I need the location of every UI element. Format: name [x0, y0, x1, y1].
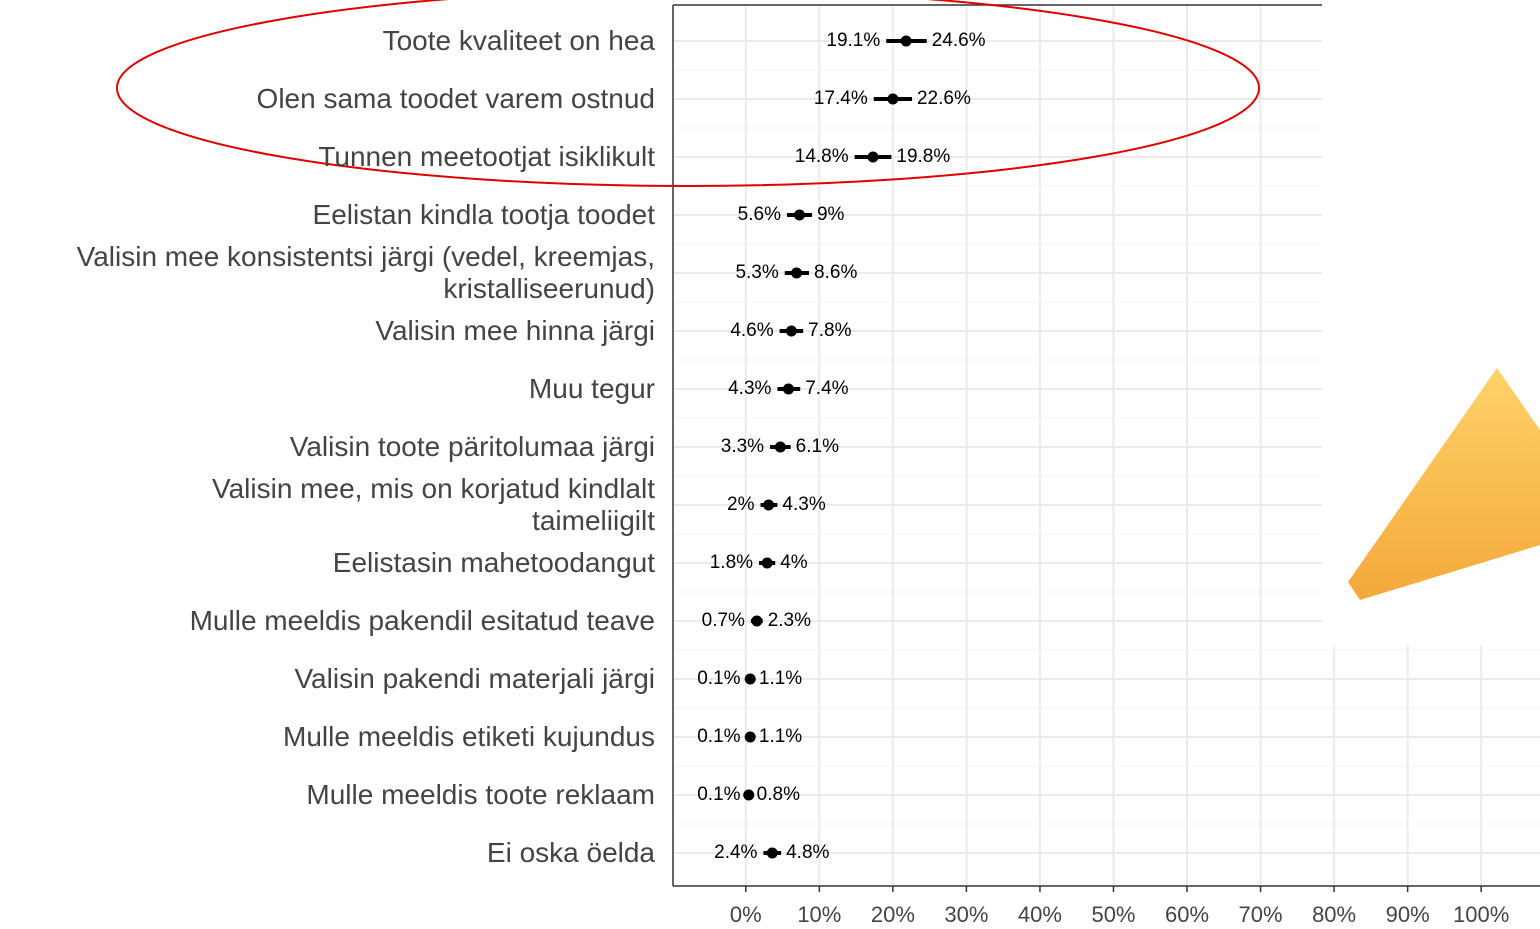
estimate-point	[868, 152, 879, 163]
chart: 0% 10% 20% 30% 40% 50% 60% 70% 80% 90% 100% 19.1% 2…	[0, 0, 1540, 929]
y-tick-label: Tunnen meetootjat isiklikult	[318, 141, 655, 173]
upper-label: 8.6%	[814, 262, 857, 283]
y-tick-label: Mulle meeldis toote reklaam	[306, 779, 655, 811]
lower-label: 14.8%	[795, 146, 849, 167]
lower-label: 0.1%	[697, 668, 740, 689]
y-tick-label: Ei oska öelda	[487, 837, 655, 869]
x-tick-label: 90%	[1386, 902, 1430, 927]
x-tick-label: 20%	[871, 902, 915, 927]
x-tick-label: 30%	[944, 902, 988, 927]
upper-label: 24.6%	[932, 30, 986, 51]
lower-label: 2%	[727, 494, 755, 515]
y-tick-label: Valisin mee hinna järgi	[375, 315, 655, 347]
lower-label: 17.4%	[814, 88, 868, 109]
y-tick-label: Eelistan kindla tootja toodet	[313, 199, 655, 231]
y-tick-label: Valisin mee konsistentsi järgi (vedel, k…	[77, 241, 655, 305]
estimate-point	[762, 558, 773, 569]
x-tick-label: 100%	[1453, 902, 1509, 927]
lower-label: 5.3%	[735, 262, 778, 283]
lower-label: 0.1%	[697, 726, 740, 747]
y-tick-label: Olen sama toodet varem ostnud	[257, 83, 655, 115]
lower-label: 3.3%	[721, 436, 764, 457]
y-tick-label: Toote kvaliteet on hea	[383, 25, 655, 57]
upper-label: 4.3%	[782, 494, 825, 515]
upper-label: 1.1%	[759, 726, 802, 747]
x-tick-label: 60%	[1165, 902, 1209, 927]
estimate-point	[745, 732, 756, 743]
y-tick-label: Valisin mee, mis on korjatud kindlalt ta…	[212, 473, 655, 537]
estimate-point	[745, 674, 756, 685]
lower-label: 0.1%	[697, 784, 740, 805]
estimate-point	[791, 268, 802, 279]
y-tick-label: Eelistasin mahetoodangut	[333, 547, 655, 579]
x-tick-label: 70%	[1239, 902, 1283, 927]
upper-label: 4%	[780, 552, 808, 573]
upper-label: 19.8%	[896, 146, 950, 167]
upper-label: 22.6%	[917, 88, 971, 109]
lower-label: 4.3%	[728, 378, 771, 399]
lower-label: 2.4%	[714, 842, 757, 863]
x-tick-label: 40%	[1018, 902, 1062, 927]
estimate-point	[767, 848, 778, 859]
y-tick-label: Valisin pakendi materjali järgi	[294, 663, 655, 695]
lower-label: 0.7%	[702, 610, 745, 631]
upper-label: 4.8%	[786, 842, 829, 863]
upper-label: 7.8%	[808, 320, 851, 341]
y-tick-label: Mulle meeldis pakendil esitatud teave	[190, 605, 655, 637]
x-tick-label: 80%	[1312, 902, 1356, 927]
estimate-point	[783, 384, 794, 395]
upper-label: 7.4%	[805, 378, 848, 399]
upper-label: 0.8%	[757, 784, 800, 805]
estimate-point	[751, 616, 762, 627]
upper-label: 9%	[817, 204, 845, 225]
page: 0% 10% 20% 30% 40% 50% 60% 70% 80% 90% 100% 19.1% 2…	[0, 0, 1540, 929]
y-tick-label: Valisin toote päritolumaa järgi	[290, 431, 655, 463]
estimate-point	[775, 442, 786, 453]
x-tick-label: 10%	[797, 902, 841, 927]
y-tick-label: Muu tegur	[529, 373, 655, 405]
x-tick-label: 0%	[730, 902, 762, 927]
estimate-point	[763, 500, 774, 511]
estimate-point	[743, 790, 754, 801]
lower-label: 5.6%	[738, 204, 781, 225]
lower-label: 4.6%	[730, 320, 773, 341]
estimate-point	[887, 94, 898, 105]
estimate-point	[901, 36, 912, 47]
x-tick-label: 50%	[1091, 902, 1135, 927]
lower-label: 19.1%	[826, 30, 880, 51]
upper-label: 2.3%	[768, 610, 811, 631]
upper-label: 1.1%	[759, 668, 802, 689]
upper-label: 6.1%	[796, 436, 839, 457]
y-tick-label: Mulle meeldis etiketi kujundus	[283, 721, 655, 753]
estimate-point	[786, 326, 797, 337]
lower-label: 1.8%	[710, 552, 753, 573]
estimate-point	[794, 210, 805, 221]
